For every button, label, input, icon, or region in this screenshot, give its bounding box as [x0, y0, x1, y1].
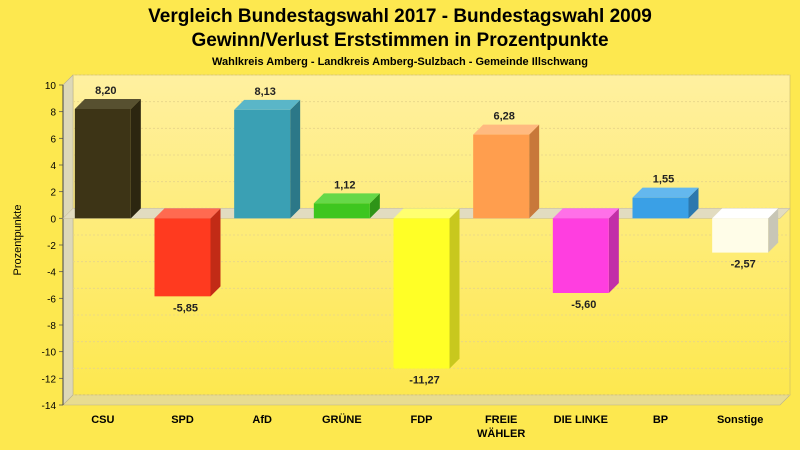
bar	[632, 197, 689, 219]
y-tick-label: -12	[42, 374, 57, 385]
bar-side	[290, 99, 301, 219]
x-tick-label: FREIE	[485, 414, 517, 426]
y-tick-label: -6	[47, 294, 56, 305]
plot-side-wall	[62, 74, 74, 406]
y-tick-label: 6	[50, 134, 56, 145]
bar	[74, 109, 131, 219]
y-tick-label: -8	[47, 321, 56, 332]
bar-side	[688, 187, 699, 219]
bar-top	[234, 99, 301, 110]
bar-side	[768, 208, 779, 253]
bar-side	[529, 124, 540, 219]
data-label: -5,85	[173, 302, 198, 314]
x-tick-label: WÄHLER	[477, 427, 525, 440]
chart-caption: Wahlkreis Amberg - Landkreis Amberg-Sulz…	[212, 56, 588, 68]
data-label: 6,28	[493, 111, 514, 123]
bar	[712, 218, 769, 253]
bar-top	[712, 208, 779, 219]
bar	[473, 134, 530, 219]
data-label: -11,27	[409, 375, 440, 387]
data-label: 1,55	[653, 174, 674, 186]
y-tick-label: 2	[50, 188, 56, 199]
data-label: -5,60	[571, 299, 596, 311]
bar	[313, 203, 370, 219]
y-axis-label: Prozentpunkte	[12, 205, 24, 276]
x-tick-label: FDP	[411, 414, 433, 426]
bar-top	[393, 208, 460, 219]
bar	[234, 109, 291, 219]
x-tick-label: CSU	[91, 414, 114, 426]
y-tick-label: -14	[42, 401, 57, 412]
data-label: 1,12	[334, 179, 355, 191]
x-tick-label: SPD	[171, 414, 194, 426]
y-tick-label: -4	[47, 268, 56, 279]
y-tick-label: -10	[42, 348, 57, 359]
y-tick-label: 8	[50, 108, 56, 119]
chart-title: Vergleich Bundestagswahl 2017 - Bundesta…	[148, 6, 652, 27]
bar	[393, 218, 450, 369]
bar-top	[313, 193, 380, 204]
x-tick-label: GRÜNE	[322, 413, 362, 426]
y-tick-label: -2	[47, 241, 56, 252]
bar-side	[210, 208, 221, 297]
x-tick-label: DIE LINKE	[554, 414, 608, 426]
bar	[154, 218, 211, 297]
bar-top	[552, 208, 619, 219]
data-label: -2,57	[731, 259, 756, 271]
plot-area: 10 8 6 4 2 0 -2 -4 -6 -8 -10 -12 -14 8,20 CSU -5,85 SPD 8…	[42, 74, 791, 440]
bar	[552, 218, 609, 293]
bar-top	[473, 124, 540, 135]
plot-floor	[62, 394, 791, 406]
x-tick-label: Sonstige	[717, 414, 763, 426]
data-label: 8,20	[95, 85, 116, 97]
bar-top	[154, 208, 221, 219]
x-tick-label: BP	[653, 414, 668, 426]
bar-side	[369, 193, 380, 219]
data-label: 8,13	[254, 86, 275, 98]
x-tick-label: AfD	[252, 414, 272, 426]
bar-side	[130, 99, 141, 219]
y-tick-label: 10	[45, 81, 57, 92]
bar-side	[608, 208, 619, 293]
y-tick-label: 0	[50, 214, 56, 225]
bar-top	[632, 187, 699, 198]
chart-subtitle: Gewinn/Verlust Erststimmen in Prozentpun…	[191, 30, 608, 51]
y-tick-label: 4	[50, 161, 56, 172]
bar-top	[74, 99, 141, 109]
bar-side	[449, 208, 460, 369]
